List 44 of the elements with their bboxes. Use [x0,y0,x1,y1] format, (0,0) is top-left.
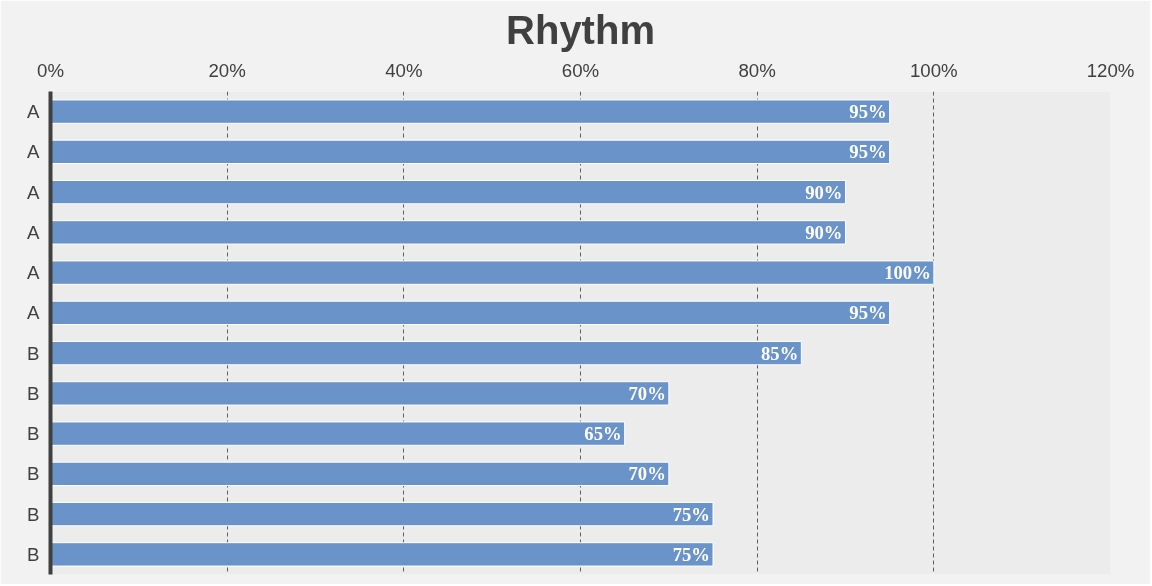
data-label: 75% [672,503,710,525]
data-label: 70% [628,463,666,485]
bar [50,461,670,487]
y-tick-label: B [27,342,40,364]
y-tick-label: A [27,181,41,203]
x-tick-label: 20% [208,59,246,81]
bar [50,139,891,165]
data-label: 75% [672,543,710,565]
data-label: 90% [805,221,843,243]
bar [50,381,670,406]
x-tick-label: 120% [1086,59,1135,81]
data-label: 70% [628,382,666,404]
x-tick-label: 60% [561,59,600,81]
y-tick-label: B [27,423,40,445]
bar [50,501,714,527]
x-tick-label: 80% [738,59,776,81]
bar [50,260,935,285]
data-label: 95% [849,101,887,123]
bar [50,340,802,366]
data-label: 95% [849,302,887,324]
bar [50,542,714,567]
bar [50,220,846,245]
y-tick-label: A [27,141,41,163]
y-tick-label: A [27,262,41,284]
data-label: 95% [849,141,887,163]
data-label: 65% [584,423,622,445]
bar [50,179,846,205]
y-tick-label: A [27,101,41,123]
chart-title: Rhythm [506,7,655,52]
y-tick-label: B [27,382,40,404]
y-tick-label: A [27,221,41,243]
bar [50,300,891,326]
data-label: 100% [884,262,931,284]
y-tick-label: A [27,302,41,324]
data-label: 85% [761,342,799,364]
y-tick-label: B [27,543,40,565]
y-tick-label: B [27,463,40,485]
x-tick-label: 100% [909,59,958,81]
x-tick-label: 40% [385,59,423,81]
bar [50,99,891,124]
data-label: 90% [805,181,843,203]
y-tick-label: B [27,503,40,525]
bar [50,421,626,446]
x-tick-label: 0% [37,59,64,81]
